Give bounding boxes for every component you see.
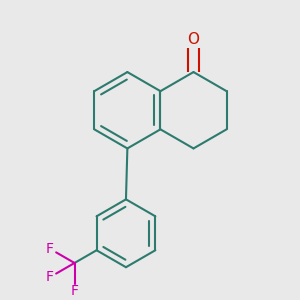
Text: F: F — [70, 284, 79, 298]
Text: F: F — [46, 242, 54, 256]
Text: O: O — [188, 32, 200, 46]
Text: F: F — [46, 270, 54, 284]
